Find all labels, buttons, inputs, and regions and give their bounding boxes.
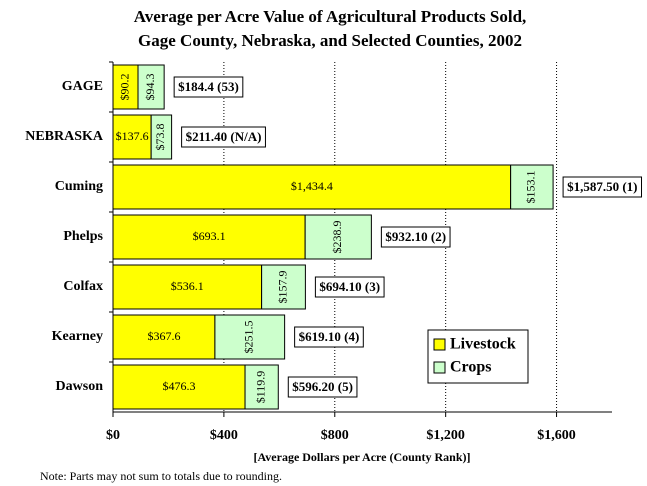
x-axis-label: [Average Dollars per Acre (County Rank)]: [254, 450, 471, 464]
total-label: $932.10 (2): [385, 229, 446, 244]
bar-segment: [112, 314, 216, 360]
total-label-box: [181, 126, 266, 148]
x-tick-label: $1,200: [426, 428, 465, 443]
x-tick-label: $800: [321, 428, 349, 443]
bar-segment: [214, 314, 286, 360]
value-label: $367.6: [147, 329, 180, 343]
total-label: $211.40 (N/A): [186, 129, 262, 144]
value-label: $157.9: [275, 271, 289, 304]
bar-segment: [150, 114, 173, 160]
total-label: $184.4 (53): [178, 79, 239, 94]
note: Note: Parts may not sum to totals due to…: [40, 469, 282, 483]
total-label-box: [294, 326, 364, 348]
total-label-box: [562, 176, 643, 198]
bar-segment: [112, 114, 152, 160]
value-label: $238.9: [330, 221, 344, 254]
y-tick-label: NEBRASKA: [25, 129, 104, 144]
total-label-box: [314, 276, 385, 298]
x-tick-label: $400: [210, 428, 238, 443]
legend-swatch: [433, 361, 446, 374]
value-label: $693.1: [193, 229, 226, 243]
x-tick-label: $1,600: [537, 428, 576, 443]
legend-label: Livestock: [450, 336, 516, 353]
y-tick-label: Phelps: [63, 229, 103, 244]
total-label: $619.10 (4): [299, 329, 360, 344]
bar-segment: [137, 64, 165, 110]
bar-segment: [304, 214, 372, 260]
value-label: $1,434.4: [291, 179, 333, 193]
value-label: $73.8: [153, 124, 167, 151]
legend-swatch: [433, 338, 446, 351]
chart-title: Average per Acre Value of Agricultural P…: [134, 7, 527, 26]
legend-label: Crops: [450, 359, 492, 376]
value-label: $137.6: [116, 129, 149, 143]
total-label-box: [287, 376, 358, 398]
y-tick-label: Dawson: [56, 379, 104, 394]
bar-segment: [112, 264, 263, 310]
total-label-box: [380, 226, 451, 248]
bar-segment: [112, 64, 139, 110]
value-label: $536.1: [171, 279, 204, 293]
y-tick-label: Colfax: [63, 279, 103, 294]
value-label: $153.1: [524, 171, 538, 204]
total-label-box: [173, 76, 244, 98]
value-label: $251.5: [242, 321, 256, 354]
total-label: $694.10 (3): [319, 279, 380, 294]
bar-segment: [244, 364, 279, 410]
value-label: $94.3: [143, 74, 157, 101]
y-tick-label: GAGE: [62, 79, 103, 94]
value-label: $90.2: [117, 73, 131, 100]
bar-segment: [510, 164, 554, 210]
value-label: $476.3: [163, 379, 196, 393]
bar-segment: [112, 214, 306, 260]
bar-segment: [112, 164, 512, 210]
total-label: $596.20 (5): [292, 379, 353, 394]
total-label: $1,587.50 (1): [567, 179, 637, 194]
y-tick-label: Cuming: [55, 179, 103, 194]
chart-title: Gage County, Nebraska, and Selected Coun…: [138, 31, 522, 50]
y-tick-label: Kearney: [52, 329, 103, 344]
value-label: $119.9: [253, 371, 267, 404]
x-tick-label: $0: [106, 428, 120, 443]
bar-segment: [261, 264, 306, 310]
bar-segment: [112, 364, 246, 410]
